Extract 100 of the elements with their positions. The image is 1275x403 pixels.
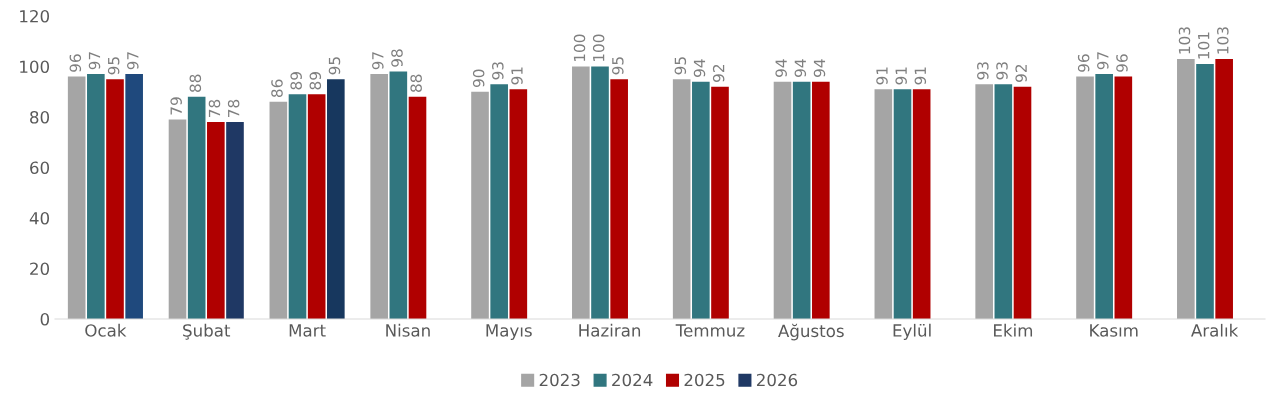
legend-label: 2026 [756, 373, 798, 387]
data-label: 97 [127, 52, 139, 70]
data-label: 103 [1217, 27, 1229, 54]
bar [610, 79, 628, 319]
data-label: 94 [693, 59, 706, 77]
data-label: 94 [813, 59, 826, 77]
data-label: 95 [107, 57, 120, 75]
bar [672, 79, 691, 319]
data-label: 93 [492, 62, 504, 80]
data-label: 101 [1197, 32, 1210, 59]
data-label: 96 [69, 54, 82, 72]
bar [307, 94, 326, 319]
x-tick-label: Kasım [1090, 324, 1138, 337]
data-label: 91 [876, 67, 888, 85]
bar [327, 79, 345, 319]
data-label: 95 [674, 57, 687, 75]
x-tick-label: Mart [289, 324, 326, 337]
data-label: 88 [189, 74, 202, 92]
x-tick-label: Şubat [183, 323, 231, 340]
data-label: 93 [977, 62, 989, 80]
bar [1013, 86, 1032, 319]
bar [591, 66, 609, 319]
bar [67, 76, 86, 319]
data-label: 98 [391, 49, 403, 67]
bar [994, 84, 1013, 319]
x-tick-label: Ocak [85, 323, 127, 337]
data-label: 79 [170, 97, 182, 115]
data-label: 97 [372, 52, 384, 70]
bar [792, 81, 811, 319]
x-tick-label: Ekim [994, 323, 1033, 337]
data-label: 100 [573, 34, 586, 62]
bar [692, 81, 710, 319]
bar [471, 91, 489, 319]
data-label: 92 [1015, 65, 1027, 82]
data-label: 96 [1116, 54, 1128, 72]
y-tick-label: 60 [30, 161, 50, 175]
y-tick-label: 80 [30, 110, 50, 124]
data-label: 78 [227, 99, 240, 118]
data-label: 93 [996, 62, 1008, 80]
bar [269, 101, 288, 319]
bar [187, 96, 206, 319]
x-tick-label: Haziran [579, 323, 641, 337]
bar [572, 66, 590, 319]
x-tick-label: Ağustos [778, 323, 844, 341]
y-tick-label: 120 [20, 9, 50, 23]
bar [490, 84, 508, 319]
data-label: 95 [612, 57, 624, 75]
bar [87, 74, 105, 319]
data-label: 88 [410, 74, 422, 92]
data-label: 100 [592, 34, 605, 62]
data-label: 96 [1077, 54, 1090, 72]
x-tick-label: Nisan [386, 323, 430, 337]
y-tick-label: 0 [40, 312, 50, 326]
bar [711, 86, 729, 319]
bar [125, 74, 143, 319]
bar [893, 89, 912, 319]
legend-label: 2024 [612, 373, 653, 387]
legend-label: 2025 [684, 373, 725, 387]
bar [1215, 58, 1233, 319]
bar [1196, 63, 1214, 319]
bar [168, 119, 187, 319]
bar [975, 84, 993, 319]
x-tick-label: Aralık [1191, 323, 1239, 337]
data-label: 94 [794, 59, 807, 77]
x-tick-label: Temmuz [675, 324, 745, 337]
bar [370, 74, 388, 319]
x-tick-label: Eylül [893, 323, 931, 340]
bar [1076, 76, 1094, 319]
bar [106, 79, 124, 319]
data-label: 103 [1178, 27, 1191, 54]
data-label: 89 [309, 72, 322, 90]
data-label: 94 [775, 59, 787, 77]
bar [1177, 58, 1195, 319]
data-label: 90 [472, 69, 485, 87]
data-label: 78 [208, 99, 221, 118]
bar [1095, 74, 1113, 319]
data-label: 91 [511, 67, 523, 85]
bar [812, 81, 830, 319]
bar [912, 89, 931, 319]
bar [773, 81, 792, 319]
y-tick-label: 100 [20, 60, 50, 74]
bar [226, 122, 244, 319]
bar [1114, 76, 1133, 319]
data-label: 97 [1097, 52, 1109, 70]
bar [874, 89, 893, 319]
data-label: 86 [271, 79, 283, 98]
data-label: 91 [895, 67, 907, 85]
legend-label: 2023 [539, 373, 580, 387]
bar [509, 89, 528, 319]
data-label: 95 [328, 57, 341, 75]
data-label: 91 [914, 67, 927, 85]
y-tick-label: 40 [29, 211, 50, 225]
x-tick-label: Mayıs [486, 324, 532, 340]
y-tick-label: 20 [30, 262, 50, 276]
data-label: 92 [712, 65, 725, 82]
bar [389, 71, 408, 319]
bar [207, 122, 225, 319]
data-label: 97 [88, 52, 101, 70]
data-label: 89 [290, 72, 302, 90]
bar [408, 96, 427, 319]
